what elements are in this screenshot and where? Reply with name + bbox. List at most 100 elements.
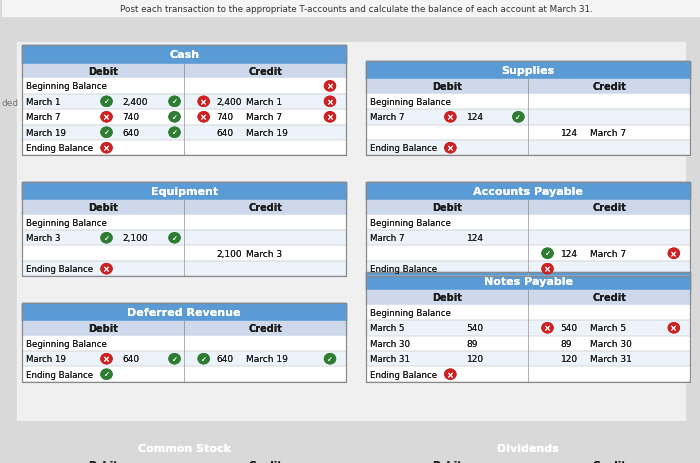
Text: March 7: March 7 (589, 128, 626, 138)
Bar (366, 110, 690, 125)
Circle shape (101, 97, 112, 107)
Bar (22, 125, 346, 141)
Text: ✓: ✓ (104, 130, 109, 136)
Text: ✓: ✓ (172, 356, 178, 362)
Text: March 19: March 19 (27, 355, 66, 363)
Text: ×: × (103, 113, 110, 122)
Text: Accounts Payable: Accounts Payable (473, 187, 583, 196)
Text: 89: 89 (561, 339, 572, 348)
Circle shape (169, 97, 180, 107)
Circle shape (542, 264, 553, 274)
Text: Equipment: Equipment (150, 187, 218, 196)
Bar (22, 64, 346, 79)
Text: ×: × (544, 324, 551, 332)
Circle shape (445, 369, 456, 379)
Text: Deferred Revenue: Deferred Revenue (127, 307, 241, 317)
Bar (366, 367, 690, 382)
Bar (366, 200, 690, 215)
Text: ✓: ✓ (515, 114, 522, 120)
Text: ×: × (326, 113, 333, 122)
Text: Beginning Balance: Beginning Balance (27, 219, 107, 227)
Text: 120: 120 (466, 355, 484, 363)
Text: March 7: March 7 (27, 113, 61, 122)
Bar (22, 336, 346, 351)
Text: 89: 89 (466, 339, 478, 348)
Text: ✓: ✓ (172, 114, 178, 120)
Bar (366, 231, 690, 246)
Text: Supplies: Supplies (501, 66, 554, 76)
Circle shape (101, 233, 112, 243)
Text: Cash: Cash (169, 50, 200, 60)
Text: ✓: ✓ (172, 130, 178, 136)
Text: March 7: March 7 (370, 234, 405, 243)
Text: Debit: Debit (88, 324, 118, 333)
Circle shape (325, 113, 335, 123)
Text: Beginning Balance: Beginning Balance (27, 82, 107, 91)
Bar (366, 272, 690, 290)
Circle shape (169, 97, 180, 107)
Text: Beginning Balance: Beginning Balance (27, 339, 107, 348)
Text: ✓: ✓ (104, 235, 109, 241)
Text: Credit: Credit (592, 82, 626, 92)
Text: Credit: Credit (248, 460, 282, 463)
Text: ×: × (326, 82, 333, 91)
Text: Notes Payable: Notes Payable (484, 276, 573, 286)
Text: March 3: March 3 (246, 249, 282, 258)
Text: ✓: ✓ (545, 250, 550, 257)
Circle shape (169, 128, 180, 138)
Text: March 5: March 5 (589, 324, 626, 332)
Text: ✓: ✓ (172, 356, 178, 362)
Bar (22, 262, 346, 277)
Text: Credit: Credit (592, 203, 626, 213)
Text: 2,100: 2,100 (122, 234, 148, 243)
Bar (22, 321, 346, 336)
Text: Post each transaction to the appropriate T-accounts and calculate the balance of: Post each transaction to the appropriate… (120, 5, 592, 13)
Text: Credit: Credit (592, 460, 626, 463)
Bar (366, 182, 690, 200)
Text: 740: 740 (122, 113, 140, 122)
Bar (22, 303, 346, 382)
Bar (22, 46, 346, 64)
Circle shape (325, 97, 335, 107)
Text: Ending Balance: Ending Balance (27, 265, 93, 274)
Bar (22, 215, 346, 231)
Text: Ending Balance: Ending Balance (370, 144, 438, 153)
Text: ×: × (103, 355, 110, 363)
Text: March 31: March 31 (370, 355, 410, 363)
Circle shape (542, 323, 553, 333)
Text: March 7: March 7 (589, 249, 626, 258)
Circle shape (198, 354, 209, 364)
Text: Ending Balance: Ending Balance (370, 370, 438, 379)
Text: 740: 740 (216, 113, 234, 122)
Text: Ending Balance: Ending Balance (27, 265, 93, 274)
Bar (22, 46, 346, 64)
Bar (22, 79, 346, 94)
Text: ✓: ✓ (201, 356, 206, 362)
Text: March 31: March 31 (370, 355, 410, 363)
Text: ✓: ✓ (104, 235, 109, 241)
Text: Beginning Balance: Beginning Balance (27, 82, 107, 91)
Text: Ending Balance: Ending Balance (370, 265, 438, 274)
Bar (366, 305, 690, 320)
Text: March 31: March 31 (589, 355, 631, 363)
Circle shape (542, 264, 553, 274)
Circle shape (101, 113, 112, 123)
Text: 124: 124 (561, 249, 578, 258)
Text: Debit: Debit (88, 460, 118, 463)
Text: 2,400: 2,400 (216, 98, 242, 106)
Text: March 7: March 7 (370, 113, 405, 122)
Bar (366, 272, 690, 382)
Text: Debit: Debit (432, 82, 462, 92)
Text: ✓: ✓ (104, 130, 109, 136)
Text: Debit: Debit (432, 460, 462, 463)
Bar (22, 439, 346, 457)
Text: 640: 640 (122, 355, 140, 363)
Bar (366, 182, 690, 277)
Text: 124: 124 (466, 234, 484, 243)
Text: March 7: March 7 (370, 234, 405, 243)
Text: 2,400: 2,400 (216, 98, 242, 106)
Bar (22, 457, 346, 463)
Bar (366, 305, 690, 320)
Text: 124: 124 (561, 249, 578, 258)
Text: 640: 640 (122, 355, 140, 363)
